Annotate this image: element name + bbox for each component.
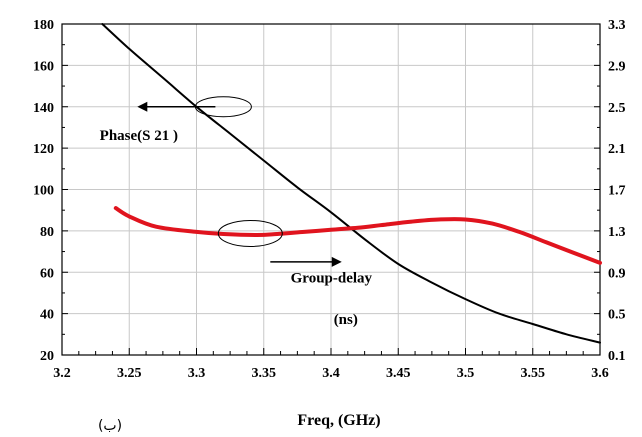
y-right-tick-label: 0.9 xyxy=(608,266,626,281)
y-right-tick-label: 2.1 xyxy=(608,142,626,157)
x-tick-label: 3.55 xyxy=(521,366,546,381)
y-right-tick-labels: 3.3 2.9 2.5 2.1 1.7 1.3 0.9 0.5 0.1 xyxy=(608,18,626,364)
y-left-tick-label: 180 xyxy=(33,18,54,33)
y-left-tick-label: 140 xyxy=(33,101,54,116)
phase-annotation-label: Phase(S 21 ) xyxy=(100,128,178,144)
y-left-tick-label: 120 xyxy=(33,142,54,157)
tick-marks xyxy=(61,23,601,356)
x-tick-label: 3.3 xyxy=(188,366,206,381)
x-tick-label: 3.35 xyxy=(252,366,277,381)
y-left-tick-labels: 180 160 140 120 100 80 60 40 20 xyxy=(33,18,54,364)
x-tick-label: 3.5 xyxy=(457,366,475,381)
y-right-tick-label: 2.9 xyxy=(608,59,626,74)
y-left-tick-label: 100 xyxy=(33,184,54,199)
y-right-tick-label: 3.3 xyxy=(608,18,626,33)
x-tick-labels: 3.2 3.25 3.3 3.35 3.4 3.45 3.5 3.55 3.6 xyxy=(53,366,609,381)
annotations: Phase(S 21 ) Group-delay (ns) xyxy=(100,96,373,328)
series-lines xyxy=(101,23,602,344)
group-delay-annotation-label: Group-delay xyxy=(291,271,373,287)
x-axis-label: Freq, (GHz) xyxy=(297,412,380,429)
grid xyxy=(62,24,600,355)
y-left-tick-label: 40 xyxy=(40,308,54,323)
group-delay-line xyxy=(113,206,602,265)
y-right-tick-label: 2.5 xyxy=(608,101,626,116)
group-delay-annotation-ellipse xyxy=(217,219,283,247)
y-right-tick-label: 1.7 xyxy=(608,184,626,199)
y-left-tick-label: 60 xyxy=(40,266,54,281)
x-tick-label: 3.45 xyxy=(386,366,411,381)
phase-arrowhead xyxy=(137,101,148,112)
phase-line xyxy=(101,23,601,344)
group-delay-annotation-unit: (ns) xyxy=(334,312,358,328)
figure-sublabel: (ب) xyxy=(98,418,122,434)
x-tick-label: 3.2 xyxy=(53,366,71,381)
y-right-tick-label: 1.3 xyxy=(608,225,626,240)
x-tick-label: 3.6 xyxy=(591,366,609,381)
y-right-tick-label: 0.5 xyxy=(608,308,626,323)
y-left-tick-label: 20 xyxy=(40,349,54,364)
y-right-tick-label: 0.1 xyxy=(608,349,626,364)
x-tick-label: 3.4 xyxy=(322,366,340,381)
y-left-tick-label: 160 xyxy=(33,59,54,74)
y-left-tick-label: 80 xyxy=(40,225,54,240)
group-delay-arrowhead xyxy=(331,256,342,267)
x-tick-label: 3.25 xyxy=(117,366,142,381)
